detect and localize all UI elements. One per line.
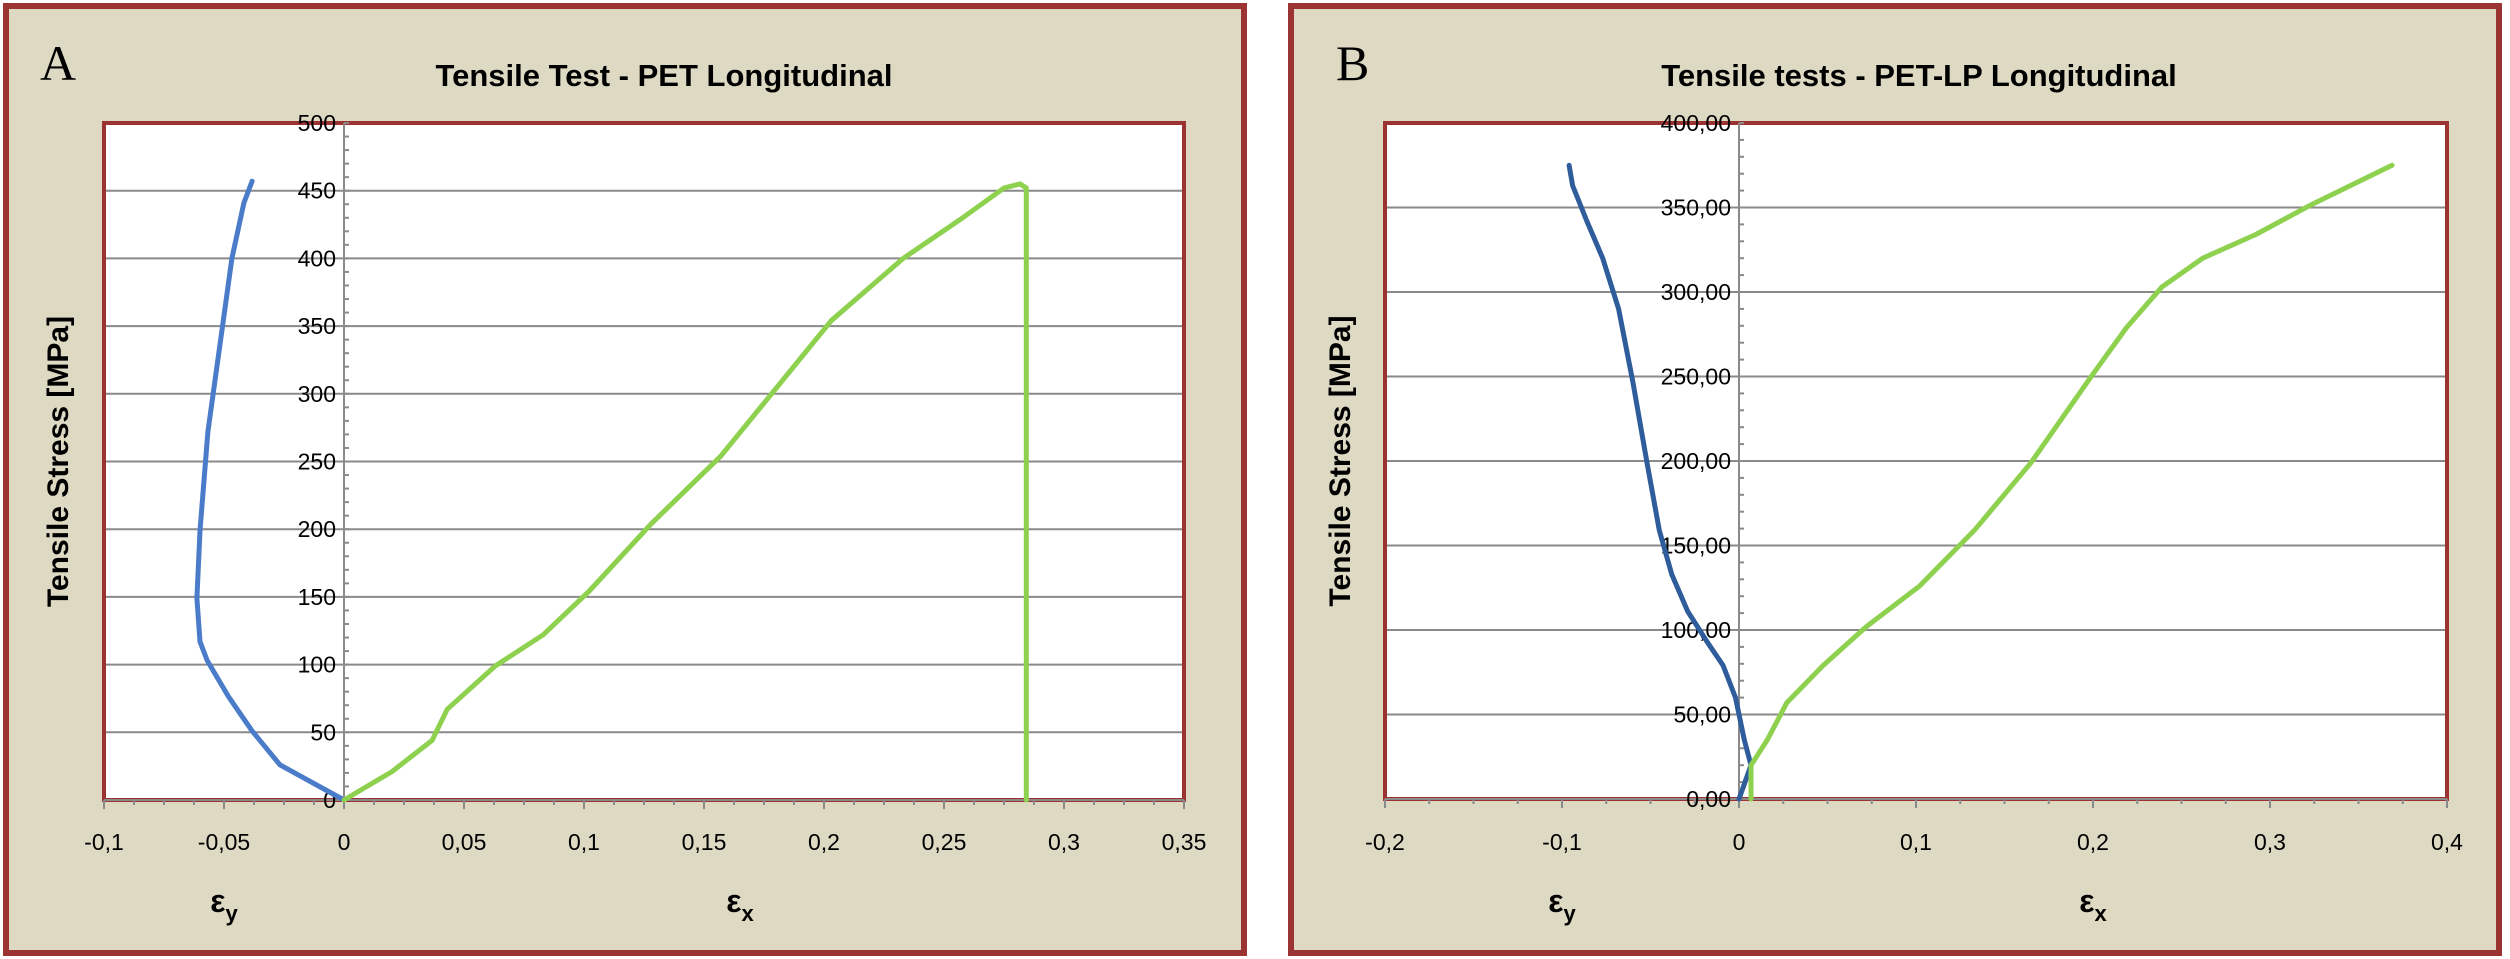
x-tick-label: 0,3 [2254, 829, 2286, 855]
y-tick-label: 450 [298, 178, 336, 204]
y-tick-label: 300 [298, 381, 336, 407]
x-tick-label: 0 [338, 829, 351, 855]
x-tick-label: 0,1 [1900, 829, 1932, 855]
y-tick-label: 400,00 [1661, 110, 1731, 136]
y-tick-label: 350,00 [1661, 195, 1731, 221]
epsilon-symbol: ε [2079, 883, 2094, 919]
x-tick-label: -0,05 [198, 829, 250, 855]
series-line-epsilon-x [341, 181, 1029, 803]
series-line-epsilon-x [1748, 162, 2395, 802]
epsilon-symbol: ε [210, 883, 225, 919]
y-tick-label: 200,00 [1661, 448, 1731, 474]
chart-title: Tensile tests - PET-LP Longitudinal [1661, 58, 2177, 93]
epsilon-symbol: ε [1548, 883, 1563, 919]
x-tick-label: 0,05 [442, 829, 487, 855]
epsilon-subscript: x [2094, 901, 2107, 926]
epsilon-subscript: y [225, 901, 238, 926]
y-tick-label: 300,00 [1661, 279, 1731, 305]
y-tick-label: 200 [298, 516, 336, 542]
x-tick-label: 0,35 [1162, 829, 1207, 855]
chart-panel-a: 0 50 100 150 200 250 300 350 400 450 500 -0,1 -0,05 0… [3, 3, 1247, 956]
y-tick-label: 250,00 [1661, 364, 1731, 390]
epsilon-subscript: y [1563, 901, 1576, 926]
y-axis-title: Tensile Stress [MPa] [42, 316, 75, 607]
panel-label: A [40, 35, 76, 91]
y-tick-label: 400 [298, 245, 336, 271]
panel-label: B [1336, 35, 1369, 91]
epsilon-subscript: x [741, 901, 754, 926]
y-tick-label: 350 [298, 313, 336, 339]
x-tick-label: 0 [1733, 829, 1746, 855]
series-line-epsilon-y [194, 178, 347, 803]
y-axis-title: Tensile Stress [MPa] [1324, 315, 1357, 606]
y-tick-label: 150 [298, 584, 336, 610]
y-tick-label: 0,00 [1686, 786, 1731, 812]
x-tick-label: -0,1 [84, 829, 124, 855]
y-tick-label: 250 [298, 449, 336, 475]
x-axis-label-epsilon-y: εy [1548, 883, 1576, 926]
y-tick-label: 100 [298, 652, 336, 678]
x-tick-label: 0,15 [682, 829, 727, 855]
x-axis-label-epsilon-x: εx [2079, 883, 2107, 926]
y-tick-label: 50,00 [1673, 702, 1731, 728]
x-tick-label: 0,2 [808, 829, 840, 855]
x-tick-label: 0,1 [568, 829, 600, 855]
x-tick-label: -0,2 [1365, 829, 1405, 855]
y-tick-label: 500 [298, 110, 336, 136]
epsilon-symbol: ε [726, 883, 741, 919]
x-axis-label-epsilon-x: εx [726, 883, 754, 926]
x-axis-label-epsilon-y: εy [210, 883, 238, 926]
chart-panel-b: 0,0050,00100,00150,00200,00250,00300,003… [1288, 3, 2502, 956]
x-tick-label: 0,25 [922, 829, 967, 855]
chart-title: Tensile Test - PET Longitudinal [436, 58, 893, 93]
x-tick-label: -0,1 [1542, 829, 1582, 855]
x-tick-label: 0,3 [1048, 829, 1080, 855]
x-tick-label: 0,2 [2077, 829, 2109, 855]
series-line-epsilon-y [1566, 162, 1754, 802]
y-tick-label: 150,00 [1661, 533, 1731, 559]
y-tick-label: 50 [310, 719, 336, 745]
x-tick-label: 0,4 [2431, 829, 2463, 855]
